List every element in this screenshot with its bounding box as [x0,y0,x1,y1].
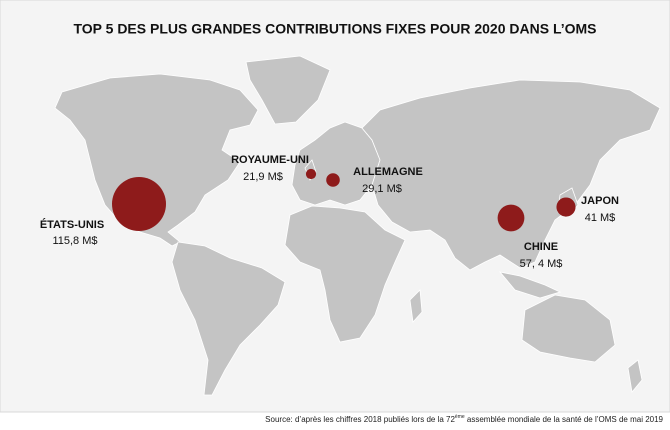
country-bubble [326,173,340,187]
source-note: Source: d’après les chiffres 2018 publié… [265,414,663,424]
country-name: ROYAUME-UNI [231,154,309,166]
country-value: 41 M$ [585,212,616,224]
country-bubble [112,177,166,231]
country-name: CHINE [524,241,558,253]
country-bubble [305,168,317,180]
map-title: TOP 5 DES PLUS GRANDES CONTRIBUTIONS FIX… [73,21,596,37]
country-name: ÉTATS-UNIS [40,218,104,231]
country-name: JAPON [581,195,619,207]
country-value: 21,9 M$ [243,171,283,183]
country-bubble [497,204,525,232]
country-value: 29,1 M$ [362,183,402,195]
country-bubble [556,197,576,217]
country-name: ALLEMAGNE [353,166,423,178]
source-text: assemblée mondiale de la santé de l’OMS … [465,415,664,424]
country-value: 115,8 M$ [52,235,97,247]
country-value: 57, 4 M$ [520,258,563,270]
source-superscript: ème [455,414,465,420]
source-text: Source: d’après les chiffres 2018 publié… [265,415,455,424]
